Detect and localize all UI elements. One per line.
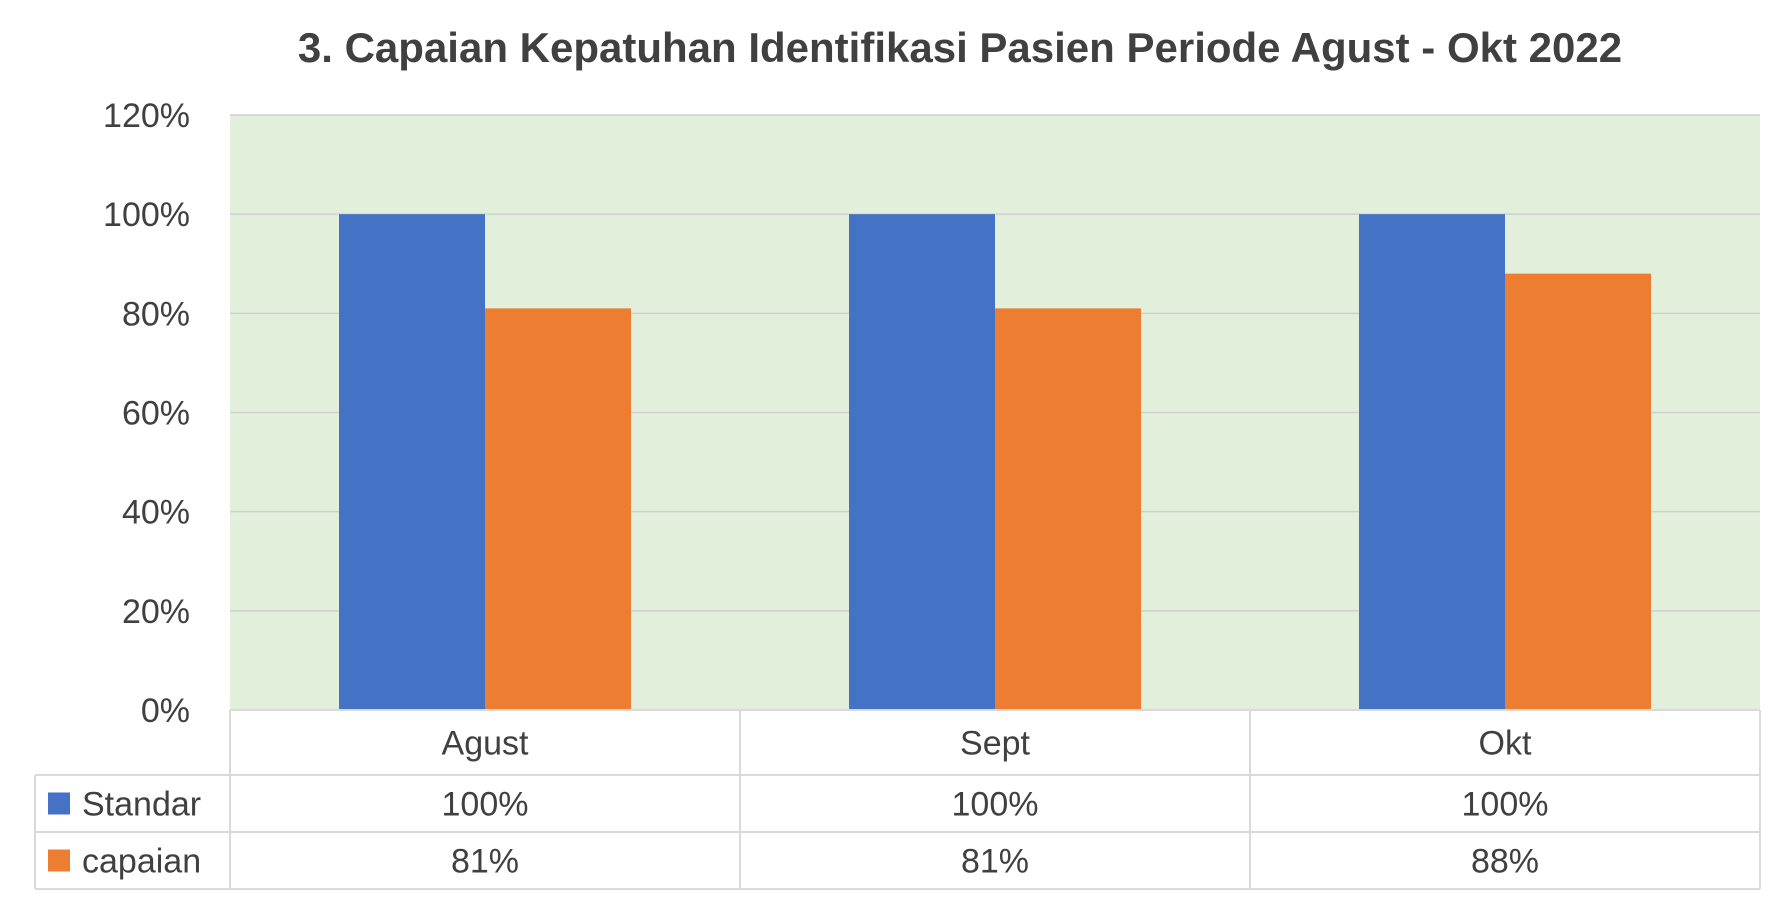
table-cell-capaian-okt: 88% xyxy=(1471,843,1539,881)
data-table: Agust Sept Okt Standar 100% 100% 100% capaian 81… xyxy=(34,709,1761,890)
legend-key-capaian xyxy=(48,849,70,872)
bars xyxy=(339,214,1651,710)
legend-key-standar xyxy=(48,792,70,815)
y-tick-label: 80% xyxy=(122,295,190,333)
bar-standar-okt xyxy=(1359,214,1505,710)
legend-label-capaian: capaian xyxy=(82,843,201,881)
chart-title: 3. Capaian Kepatuhan Identifikasi Pasien… xyxy=(298,24,1622,71)
bar-capaian-sept xyxy=(995,308,1141,710)
bar-standar-sept xyxy=(849,214,995,710)
table-cell-capaian-sept: 81% xyxy=(961,843,1029,881)
y-tick-label: 20% xyxy=(122,593,190,631)
category-label: Agust xyxy=(442,725,529,763)
y-tick-label: 60% xyxy=(122,395,190,433)
y-tick-label: 100% xyxy=(103,196,190,234)
table-cell-capaian-agust: 81% xyxy=(451,843,519,881)
bar-capaian-agust xyxy=(485,308,631,710)
bar-capaian-okt xyxy=(1505,273,1651,710)
category-label: Okt xyxy=(1479,725,1532,763)
legend-label-standar: Standar xyxy=(82,786,201,824)
table-cell-standar-okt: 100% xyxy=(1462,786,1549,824)
y-tick-label: 40% xyxy=(122,494,190,532)
bar-standar-agust xyxy=(339,214,485,710)
y-tick-label: 0% xyxy=(141,692,190,730)
y-tick-label: 120% xyxy=(103,97,190,135)
category-label: Sept xyxy=(960,725,1030,763)
y-axis-ticks: 0% 20% 40% 60% 80% 100% 120% xyxy=(103,97,190,730)
table-cell-standar-sept: 100% xyxy=(952,786,1039,824)
table-cell-standar-agust: 100% xyxy=(442,786,529,824)
